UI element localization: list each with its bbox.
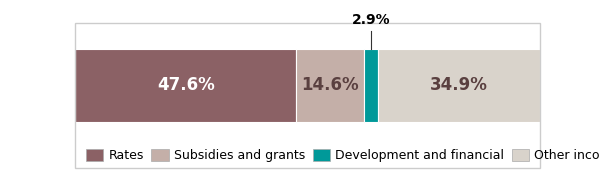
Legend: Rates, Subsidies and grants, Development and financial, Other income: Rates, Subsidies and grants, Development… (86, 149, 600, 162)
Text: 14.6%: 14.6% (301, 76, 359, 94)
Bar (364, 49, 378, 122)
Bar (75, 49, 296, 122)
Bar (378, 49, 540, 122)
Bar (296, 49, 364, 122)
Text: 34.9%: 34.9% (430, 76, 488, 94)
Text: 2.9%: 2.9% (352, 13, 390, 27)
Text: 47.6%: 47.6% (157, 76, 215, 94)
